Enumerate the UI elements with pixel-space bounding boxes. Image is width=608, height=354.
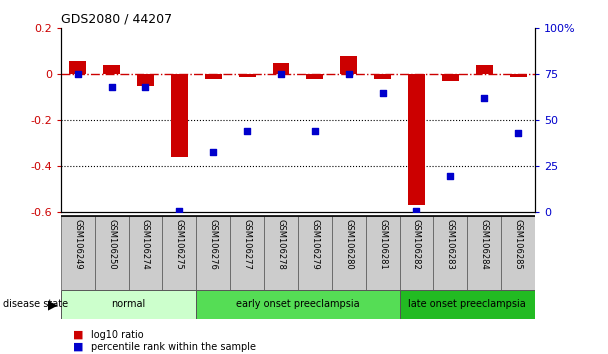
Point bbox=[174, 208, 184, 213]
Text: GSM106249: GSM106249 bbox=[73, 218, 82, 269]
Bar bbox=[408, 74, 425, 205]
Text: GSM106275: GSM106275 bbox=[175, 218, 184, 269]
Text: GSM106284: GSM106284 bbox=[480, 218, 489, 269]
Bar bbox=[264, 216, 298, 290]
Text: percentile rank within the sample: percentile rank within the sample bbox=[91, 342, 256, 352]
Bar bbox=[434, 216, 468, 290]
Point bbox=[107, 84, 117, 90]
Text: GSM106279: GSM106279 bbox=[310, 218, 319, 269]
Text: GSM106283: GSM106283 bbox=[446, 218, 455, 269]
Bar bbox=[238, 74, 255, 77]
Text: late onset preeclampsia: late onset preeclampsia bbox=[409, 299, 526, 309]
Bar bbox=[171, 74, 188, 157]
Bar bbox=[298, 216, 332, 290]
Point bbox=[310, 129, 320, 134]
Text: early onset preeclampsia: early onset preeclampsia bbox=[236, 299, 360, 309]
Point bbox=[276, 72, 286, 77]
Bar bbox=[475, 65, 492, 74]
Text: GSM106282: GSM106282 bbox=[412, 218, 421, 269]
Text: GSM106274: GSM106274 bbox=[141, 218, 150, 269]
Point bbox=[412, 208, 421, 213]
Point bbox=[344, 72, 354, 77]
Bar bbox=[332, 216, 365, 290]
Point bbox=[73, 72, 83, 77]
Bar bbox=[230, 216, 264, 290]
Text: ▶: ▶ bbox=[48, 298, 58, 311]
Bar bbox=[501, 216, 535, 290]
Bar bbox=[61, 216, 95, 290]
Bar bbox=[374, 74, 391, 79]
Bar bbox=[442, 74, 459, 81]
Bar bbox=[468, 216, 501, 290]
Point bbox=[479, 96, 489, 101]
Text: GSM106280: GSM106280 bbox=[344, 218, 353, 269]
Bar bbox=[306, 74, 323, 79]
Bar bbox=[196, 216, 230, 290]
Bar bbox=[137, 74, 154, 86]
Point bbox=[140, 84, 150, 90]
Bar bbox=[365, 216, 399, 290]
Bar bbox=[196, 290, 399, 319]
Bar bbox=[128, 216, 162, 290]
Point bbox=[209, 149, 218, 154]
Text: GSM106285: GSM106285 bbox=[514, 218, 523, 269]
Point bbox=[446, 173, 455, 178]
Bar bbox=[61, 290, 196, 319]
Text: log10 ratio: log10 ratio bbox=[91, 330, 144, 339]
Text: GSM106250: GSM106250 bbox=[107, 218, 116, 269]
Bar bbox=[399, 290, 535, 319]
Bar bbox=[205, 74, 222, 79]
Text: ■: ■ bbox=[73, 342, 83, 352]
Bar bbox=[95, 216, 128, 290]
Text: GSM106281: GSM106281 bbox=[378, 218, 387, 269]
Text: GSM106277: GSM106277 bbox=[243, 218, 252, 269]
Point bbox=[242, 129, 252, 134]
Bar bbox=[399, 216, 434, 290]
Bar bbox=[272, 63, 289, 74]
Text: normal: normal bbox=[111, 299, 146, 309]
Bar bbox=[69, 61, 86, 74]
Point bbox=[513, 130, 523, 136]
Bar bbox=[510, 74, 527, 77]
Bar bbox=[162, 216, 196, 290]
Point bbox=[378, 90, 387, 96]
Bar bbox=[103, 65, 120, 74]
Text: GSM106276: GSM106276 bbox=[209, 218, 218, 269]
Bar bbox=[340, 56, 357, 74]
Text: disease state: disease state bbox=[3, 299, 68, 309]
Text: ■: ■ bbox=[73, 330, 83, 339]
Text: GDS2080 / 44207: GDS2080 / 44207 bbox=[61, 13, 172, 26]
Text: GSM106278: GSM106278 bbox=[277, 218, 286, 269]
